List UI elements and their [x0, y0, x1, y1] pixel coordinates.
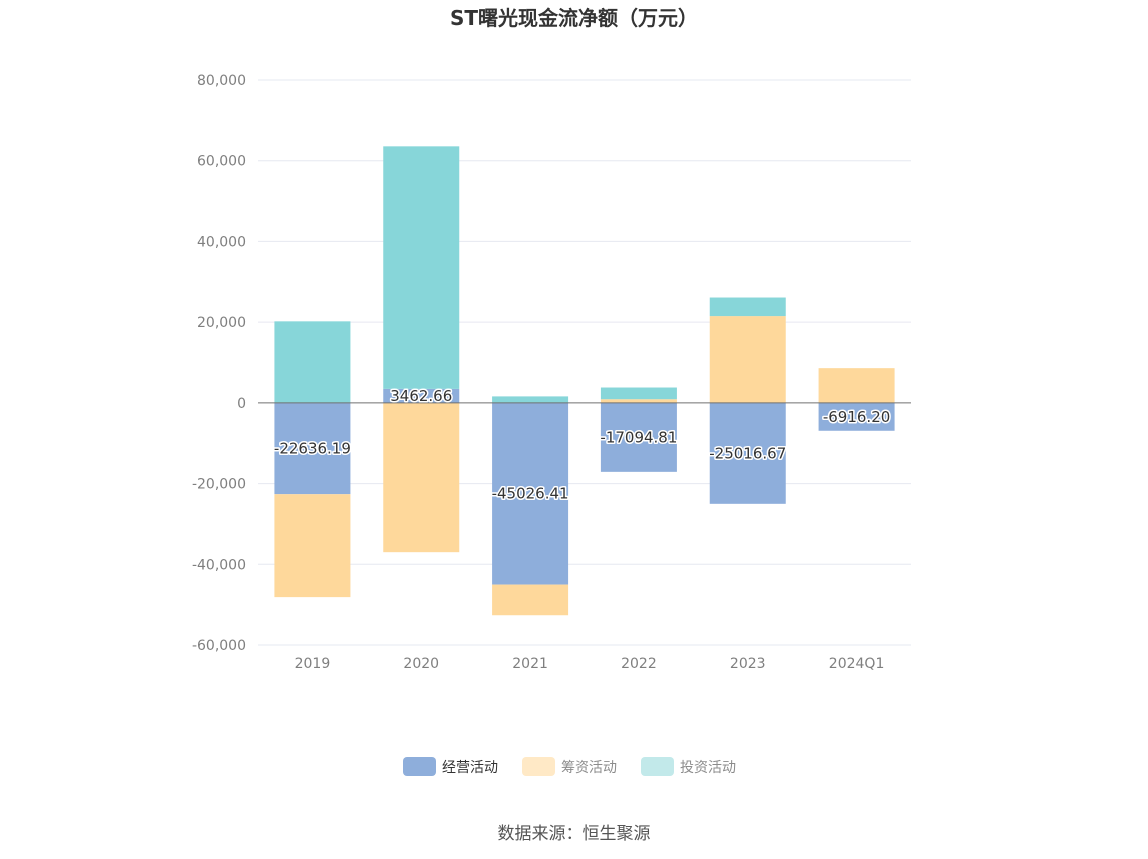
bar-2020-1 — [383, 388, 460, 403]
y-tick-label: 0 — [237, 396, 246, 412]
x-tick-label: 2024Q1 — [829, 656, 885, 672]
legend-item-1[interactable]: 经营活动 — [403, 757, 498, 776]
bar-2023-2 — [709, 316, 786, 403]
bar-2019-1 — [274, 402, 351, 495]
bars — [274, 146, 895, 616]
legend-item-2[interactable]: 筹资活动 — [522, 757, 617, 776]
legend-swatch — [403, 757, 436, 776]
legend-swatch — [522, 757, 555, 776]
legend: 经营活动 筹资活动 投资活动 — [403, 757, 736, 776]
bar-2020-2 — [383, 402, 460, 553]
y-tick-label: -40,000 — [192, 557, 246, 573]
data-label-2023: -25016.67 — [709, 444, 786, 462]
y-tick-label: -20,000 — [192, 477, 246, 493]
data-label-2019: -22636.19 — [274, 440, 351, 458]
y-axis-ticks: 80,000 60,000 40,000 20,000 0 -20,000 -40,000 -… — [192, 73, 246, 654]
legend-label: 经营活动 — [442, 760, 498, 776]
x-axis-ticks: 2019 2020 2021 2022 2023 2024Q1 — [295, 656, 885, 672]
x-tick-label: 2022 — [621, 656, 657, 672]
data-labels: -22636.19 3462.66 -45026.41 -17094.81 -25016… — [272, 385, 891, 504]
bar-2019-2 — [274, 494, 351, 598]
x-tick-label: 2023 — [730, 656, 766, 672]
y-tick-label: 80,000 — [197, 73, 246, 89]
bar-2022-1 — [600, 402, 677, 472]
bar-2021-2 — [492, 584, 569, 616]
chart-title: ST曙光现金流净额（万元） — [450, 6, 698, 30]
y-tick-label: 40,000 — [197, 234, 246, 250]
data-label-2022: -17094.81 — [600, 428, 677, 446]
x-tick-label: 2020 — [403, 656, 439, 672]
x-tick-label: 2019 — [295, 656, 331, 672]
bar-2024Q1-2 — [818, 368, 895, 403]
bar-2020-3 — [383, 146, 460, 389]
y-tick-label: 60,000 — [197, 154, 246, 170]
data-label-2020: 3462.66 — [390, 387, 452, 405]
grid — [258, 79, 911, 646]
legend-item-3[interactable]: 投资活动 — [641, 757, 736, 776]
bar-2024Q1-1 — [818, 402, 895, 431]
bar-2022-3 — [600, 387, 677, 400]
bar-2022-2 — [600, 399, 677, 403]
legend-label: 投资活动 — [680, 760, 736, 776]
y-tick-label: -60,000 — [192, 638, 246, 654]
data-label-2024Q1: -6916.20 — [823, 408, 890, 426]
data-label-2021: -45026.41 — [492, 485, 569, 503]
legend-swatch — [641, 757, 674, 776]
legend-label: 筹资活动 — [561, 759, 617, 776]
bar-2023-3 — [709, 297, 786, 317]
bar-2019-3 — [274, 321, 351, 403]
y-tick-label: 20,000 — [197, 315, 246, 331]
bar-2021-3 — [492, 396, 569, 403]
bar-2023-1 — [709, 402, 786, 504]
x-tick-label: 2021 — [512, 656, 548, 672]
source-note: 数据来源：恒生聚源 — [498, 824, 651, 844]
bar-2021-1 — [492, 402, 569, 585]
